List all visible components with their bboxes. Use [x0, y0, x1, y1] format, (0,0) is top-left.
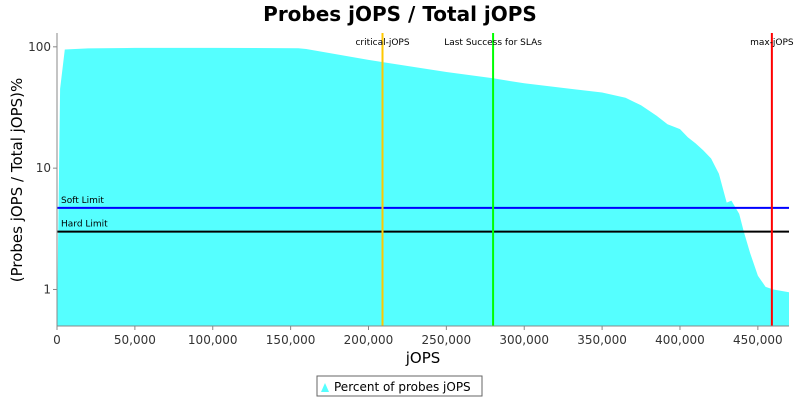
x-tick-label: 350,000: [577, 333, 627, 347]
legend-series-label: Percent of probes jOPS: [334, 380, 471, 394]
series-area: [57, 47, 789, 327]
x-tick-label: 200,000: [344, 333, 394, 347]
horizontal-limit-label: Hard Limit: [61, 220, 108, 230]
x-axis-ticks: 0 50,000 100,000 150,000 200,000 250,000 300,0…: [53, 326, 783, 347]
x-tick-label: 300,000: [499, 333, 549, 347]
x-tick-label: 100,000: [188, 333, 238, 347]
vertical-marker-layer: critical-jOPS Last Success for SLAs max-jO…: [355, 33, 794, 326]
y-tick-label: 10: [36, 161, 51, 175]
chart-title: Probes jOPS / Total jOPS: [263, 2, 537, 26]
x-tick-label: 450,000: [733, 333, 783, 347]
horizontal-limit-layer: Soft Limit Hard Limit: [57, 196, 789, 233]
y-axis-ticks: 1 10 100: [28, 40, 57, 296]
series-layer: [57, 47, 789, 327]
legend: Percent of probes jOPS: [316, 375, 483, 397]
y-tick-label: 1: [43, 282, 51, 296]
x-axis-label: jOPS: [405, 349, 441, 367]
x-tick-label: 400,000: [655, 333, 705, 347]
x-tick-label: 250,000: [422, 333, 472, 347]
x-tick-label: 0: [53, 333, 61, 347]
y-axis-label: (Probes jOPS / Total jOPS)%: [8, 78, 26, 283]
vertical-marker-label: critical-jOPS: [355, 38, 409, 48]
x-tick-label: 50,000: [114, 333, 156, 347]
x-tick-label: 150,000: [266, 333, 316, 347]
vertical-marker-label: max-jOPS: [750, 38, 794, 48]
y-tick-label: 100: [28, 40, 51, 54]
legend-series-swatch: [321, 383, 329, 392]
horizontal-limit-label: Soft Limit: [61, 196, 104, 206]
legend-box: [316, 375, 483, 397]
vertical-marker-label: Last Success for SLAs: [444, 38, 542, 48]
plot-area: Soft Limit Hard Limit critical-jOPS Last S…: [56, 33, 794, 327]
